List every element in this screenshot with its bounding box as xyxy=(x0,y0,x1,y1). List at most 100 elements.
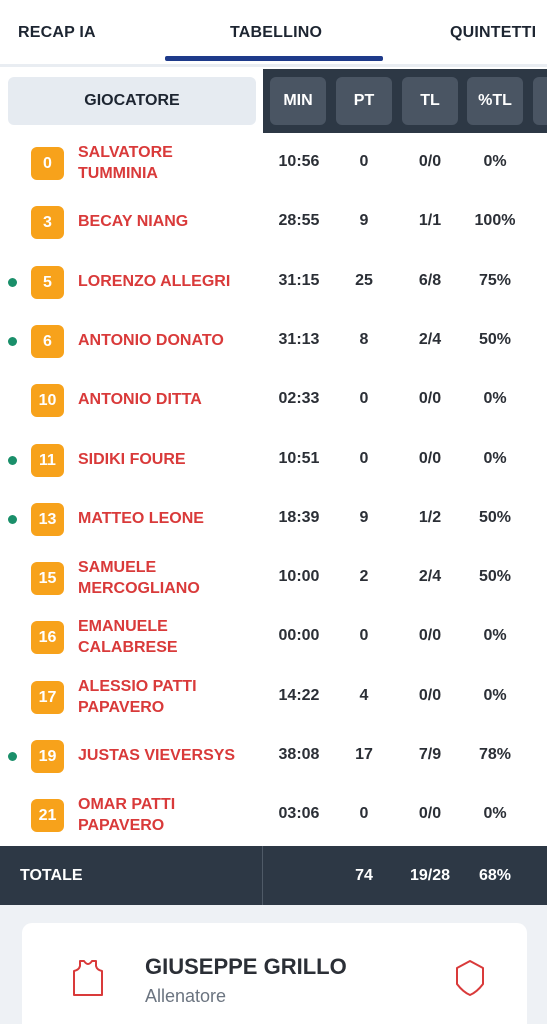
player-name-line2: PAPAVERO xyxy=(78,699,165,716)
player-row[interactable]: 19 JUSTAS VIEVERSYS 38:08 17 7/9 78% xyxy=(0,727,547,786)
stat-min: 14:22 xyxy=(278,687,320,704)
column-header-pt-label: PT xyxy=(353,92,375,109)
stat-tl: 6/8 xyxy=(418,272,442,289)
player-name-line2: MERCOGLIANO xyxy=(78,580,200,597)
player-name-line2: PAPAVERO xyxy=(78,817,165,834)
jersey-number-badge: 10 xyxy=(31,384,64,417)
stat-tl: 2/4 xyxy=(418,568,442,585)
stat-min: 28:55 xyxy=(278,212,320,229)
stat-ptl: 50% xyxy=(478,568,512,585)
player-row[interactable]: 0 SALVATORE TUMMINIA 10:56 0 0/0 0% xyxy=(0,134,547,193)
jersey-number-badge: 15 xyxy=(31,562,64,595)
player-name-link[interactable]: ANTONIO DONATO xyxy=(78,330,258,351)
player-name-link[interactable]: ANTONIO DITTA xyxy=(78,389,258,410)
column-header-min-label: MIN xyxy=(283,92,313,109)
jersey-number-badge: 17 xyxy=(31,681,64,714)
column-header-player[interactable]: GIOCATORE xyxy=(8,77,256,125)
stat-pt: 4 xyxy=(359,687,369,704)
jersey-number-badge: 5 xyxy=(31,266,64,299)
player-row[interactable]: 13 MATTEO LEONE 18:39 9 1/2 50% xyxy=(0,490,547,549)
jersey-number-badge: 13 xyxy=(31,503,64,536)
player-name-link[interactable]: JUSTAS VIEVERSYS xyxy=(78,745,258,766)
stat-ptl: 0% xyxy=(483,450,507,467)
stat-tl: 0/0 xyxy=(418,153,442,170)
active-tab-indicator xyxy=(165,56,383,61)
player-name-link[interactable]: LORENZO ALLEGRI xyxy=(78,271,258,292)
player-name-line1: EMANUELE xyxy=(78,618,168,635)
player-name-line1: ANTONIO DITTA xyxy=(78,391,202,408)
player-name-line1: MATTEO LEONE xyxy=(78,510,204,527)
player-row[interactable]: 11 SIDIKI FOURE 10:51 0 0/0 0% xyxy=(0,431,547,490)
jersey-number-badge: 0 xyxy=(31,147,64,180)
jersey-number-badge: 3 xyxy=(31,206,64,239)
tab-bar: RECAP IA TABELLINO QUINTETTI xyxy=(0,0,547,67)
stat-tl: 2/4 xyxy=(418,331,442,348)
totals-divider xyxy=(262,846,263,905)
stat-tl: 7/9 xyxy=(418,746,442,763)
stat-pt: 8 xyxy=(359,331,369,348)
coach-card[interactable] xyxy=(22,923,527,1024)
player-name-link[interactable]: EMANUELE CALABRESE xyxy=(78,616,258,658)
player-row[interactable]: 15 SAMUELE MERCOGLIANO 10:00 2 2/4 50% xyxy=(0,549,547,608)
column-header-next[interactable] xyxy=(533,77,547,125)
stat-min: 03:06 xyxy=(278,805,320,822)
stat-min: 02:33 xyxy=(278,390,320,407)
column-header-min[interactable]: MIN xyxy=(270,77,326,125)
player-name-link[interactable]: ALESSIO PATTI PAPAVERO xyxy=(78,676,258,718)
jersey-number-badge: 6 xyxy=(31,325,64,358)
column-header-ptl[interactable]: %TL xyxy=(467,77,523,125)
stat-pt: 25 xyxy=(355,272,373,289)
player-name-link[interactable]: SAMUELE MERCOGLIANO xyxy=(78,557,258,599)
stats-header: MIN PT TL %TL xyxy=(263,69,547,133)
stat-pt: 0 xyxy=(359,627,369,644)
on-court-indicator xyxy=(8,278,17,287)
player-name-line1: SAMUELE xyxy=(78,559,157,576)
player-row[interactable]: 21 OMAR PATTI PAPAVERO 03:06 0 0/0 0% xyxy=(0,786,547,845)
stat-pt: 17 xyxy=(355,746,373,763)
stat-ptl: 0% xyxy=(483,627,507,644)
stat-ptl: 50% xyxy=(478,509,512,526)
player-name-link[interactable]: SALVATORE TUMMINIA xyxy=(78,142,258,184)
stat-min: 10:00 xyxy=(278,568,320,585)
column-header-pt[interactable]: PT xyxy=(336,77,392,125)
shield-icon[interactable] xyxy=(453,958,487,998)
stat-tl: 0/0 xyxy=(418,450,442,467)
stat-tl: 0/0 xyxy=(418,687,442,704)
jersey-icon xyxy=(73,960,103,996)
on-court-indicator xyxy=(8,337,17,346)
stat-ptl: 0% xyxy=(483,687,507,704)
stat-tl: 0/0 xyxy=(418,627,442,644)
stat-tl: 1/2 xyxy=(418,509,442,526)
tab-tabellino[interactable]: TABELLINO xyxy=(230,24,323,41)
stat-tl: 1/1 xyxy=(418,212,442,229)
player-name-line1: ALESSIO PATTI xyxy=(78,678,197,695)
player-name-link[interactable]: SIDIKI FOURE xyxy=(78,449,258,470)
totals-label: TOTALE xyxy=(20,867,83,884)
player-name-line1: BECAY NIANG xyxy=(78,213,189,230)
player-name-line1: SIDIKI FOURE xyxy=(78,451,186,468)
player-name-link[interactable]: BECAY NIANG xyxy=(78,211,258,232)
tab-recap-ia[interactable]: RECAP IA xyxy=(18,24,96,41)
player-name-link[interactable]: OMAR PATTI PAPAVERO xyxy=(78,794,258,836)
stat-ptl: 100% xyxy=(474,212,516,229)
tab-quintetti[interactable]: QUINTETTI xyxy=(450,24,537,41)
player-name-line1: ANTONIO DONATO xyxy=(78,332,224,349)
column-header-ptl-label: %TL xyxy=(478,92,512,109)
stat-ptl: 0% xyxy=(483,390,507,407)
player-name-link[interactable]: MATTEO LEONE xyxy=(78,508,258,529)
column-header-tl[interactable]: TL xyxy=(402,77,458,125)
stat-min: 31:13 xyxy=(278,331,320,348)
stat-tl: 0/0 xyxy=(418,805,442,822)
player-name-line1: OMAR PATTI xyxy=(78,796,176,813)
player-row[interactable]: 5 LORENZO ALLEGRI 31:15 25 6/8 75% xyxy=(0,253,547,312)
player-row[interactable]: 6 ANTONIO DONATO 31:13 8 2/4 50% xyxy=(0,312,547,371)
player-row[interactable]: 17 ALESSIO PATTI PAPAVERO 14:22 4 0/0 0% xyxy=(0,668,547,727)
player-row[interactable]: 16 EMANUELE CALABRESE 00:00 0 0/0 0% xyxy=(0,608,547,667)
jersey-number-badge: 21 xyxy=(31,799,64,832)
column-header-tl-label: TL xyxy=(420,92,440,109)
player-row[interactable]: 3 BECAY NIANG 28:55 9 1/1 100% xyxy=(0,193,547,252)
stat-pt: 2 xyxy=(359,568,369,585)
stat-pt: 0 xyxy=(359,450,369,467)
player-row[interactable]: 10 ANTONIO DITTA 02:33 0 0/0 0% xyxy=(0,371,547,430)
stat-ptl: 78% xyxy=(478,746,512,763)
